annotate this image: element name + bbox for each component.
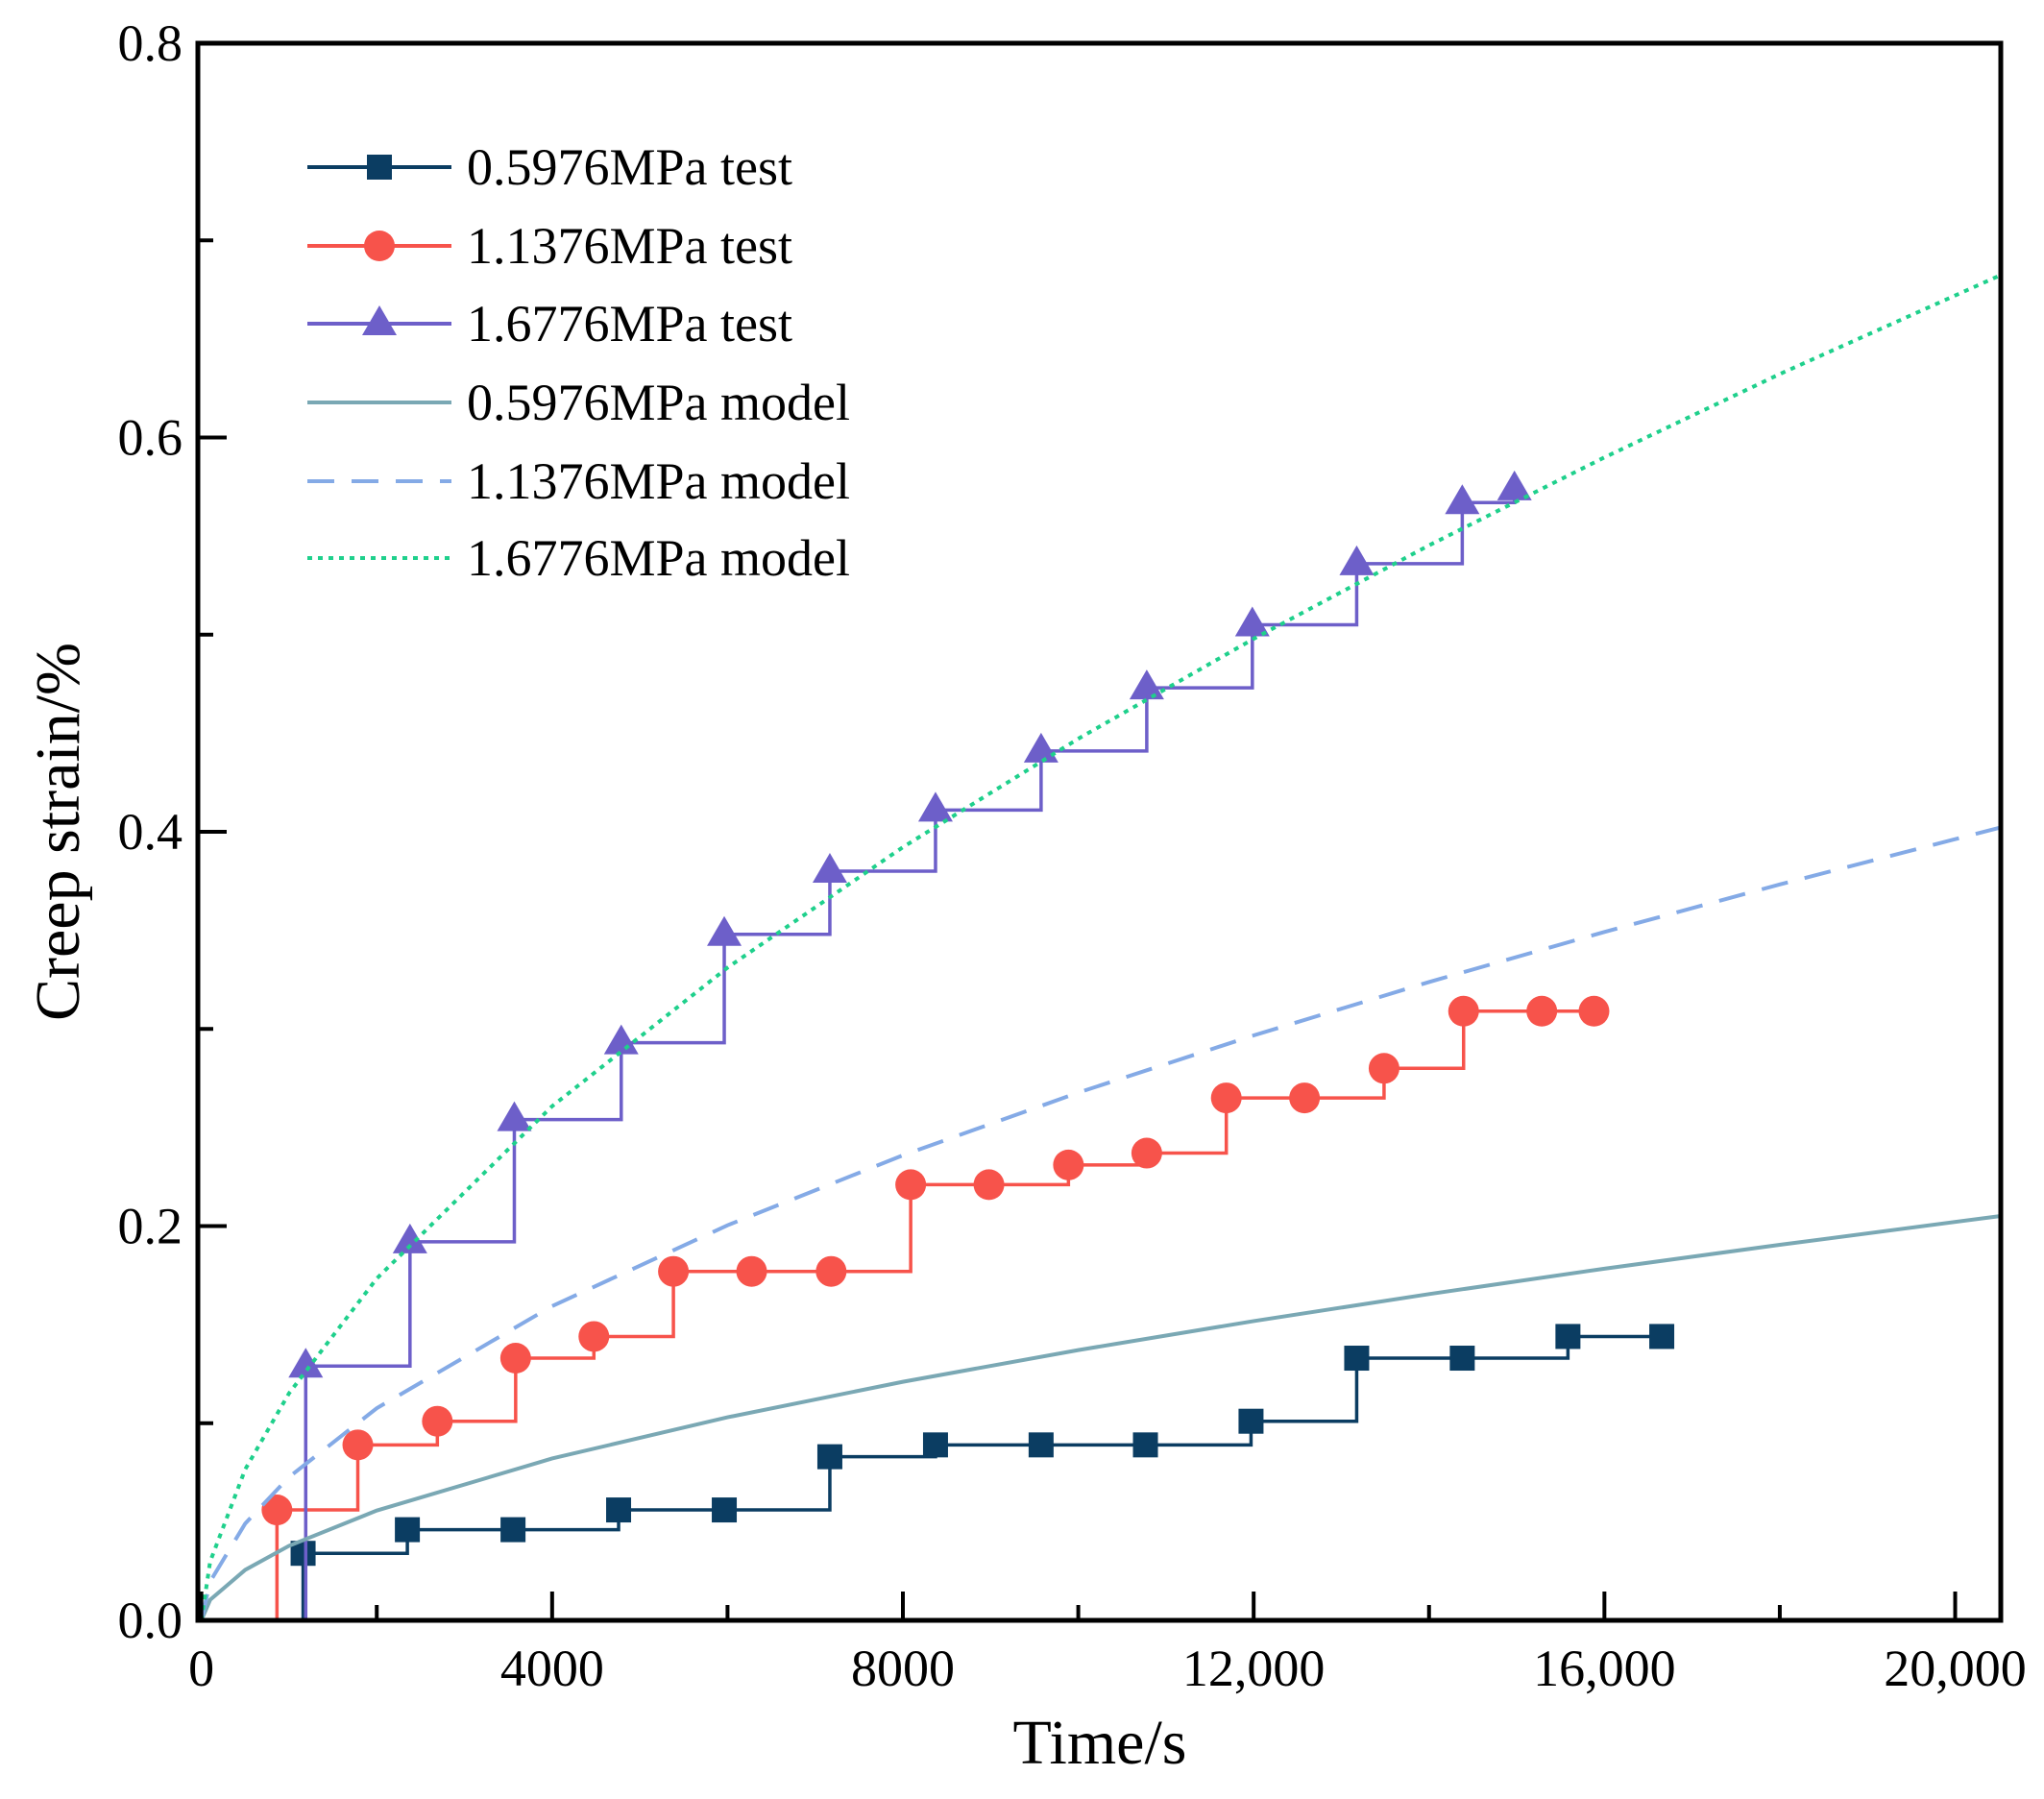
- data-point: [500, 1517, 526, 1543]
- data-point: [922, 1432, 948, 1458]
- legend-item: 1.1376MPa model: [307, 452, 850, 510]
- data-point: [342, 1429, 374, 1461]
- data-point: [712, 1497, 738, 1523]
- data-point: [658, 1255, 690, 1287]
- data-point: [895, 1169, 927, 1201]
- x-tick-label: 16,000: [1533, 1640, 1676, 1697]
- data-point: [1132, 1432, 1158, 1458]
- legend: 0.5976MPa test 1.1376MPa test 1.6776MPa te…: [307, 138, 850, 587]
- series-0-5976mpa-model: [199, 1214, 2000, 1621]
- data-point: [1339, 545, 1375, 575]
- y-tick-label: 0.8: [118, 14, 183, 72]
- data-point: [1023, 732, 1058, 763]
- test-line: [201, 1334, 1663, 1622]
- model-line: [199, 1214, 2000, 1621]
- legend-item: 1.1376MPa test: [307, 217, 792, 275]
- data-point: [1053, 1149, 1084, 1180]
- test-line: [201, 1009, 1594, 1622]
- x-tick-label: 20,000: [1884, 1640, 2027, 1697]
- ticks-layer: 0 4000 8000 12,000 16,000 20,000 0.0 0.2 0.4 0.6 0…: [118, 14, 2027, 1697]
- series-layer: [199, 274, 2000, 1622]
- legend-label: 0.5976MPa model: [467, 374, 850, 431]
- data-point: [1028, 1432, 1054, 1458]
- legend-label: 1.6776MPa model: [467, 529, 850, 587]
- data-point: [707, 915, 742, 946]
- legend-label: 1.1376MPa model: [467, 452, 850, 510]
- data-point: [497, 1101, 532, 1131]
- model-line: [199, 274, 2000, 1621]
- data-point: [1555, 1324, 1581, 1349]
- legend-marker: [367, 155, 392, 180]
- test-line: [201, 488, 1517, 1622]
- series-1-1376mpa-test: [201, 995, 1610, 1622]
- legend-label: 0.5976MPa test: [467, 138, 792, 196]
- data-point: [973, 1169, 1005, 1201]
- data-point: [606, 1497, 632, 1523]
- legend-item: 1.6776MPa test: [307, 295, 792, 353]
- y-tick-label: 0.6: [118, 409, 183, 467]
- y-tick-label: 0.4: [118, 803, 183, 861]
- data-point: [1448, 995, 1479, 1027]
- data-point: [1445, 484, 1480, 515]
- legend-label: 1.6776MPa test: [467, 295, 792, 353]
- data-point: [816, 1444, 842, 1470]
- y-tick-label: 0.0: [118, 1592, 183, 1649]
- data-point: [395, 1517, 421, 1543]
- data-point: [603, 1024, 639, 1055]
- data-point: [499, 1343, 531, 1374]
- legend-marker: [364, 231, 395, 261]
- data-point: [1129, 669, 1164, 700]
- x-tick-label: 8000: [851, 1640, 955, 1697]
- series-1-6776mpa-model: [199, 274, 2000, 1621]
- data-point: [1234, 606, 1270, 637]
- data-point: [1210, 1082, 1242, 1114]
- y-axis-title: Creep strain/%: [23, 643, 93, 1021]
- legend-marker: [362, 305, 397, 335]
- data-point: [392, 1223, 427, 1253]
- x-tick-label: 0: [188, 1640, 214, 1697]
- legend-item: 0.5976MPa test: [307, 138, 792, 196]
- y-tick-label: 0.2: [118, 1198, 183, 1255]
- data-point: [1289, 1082, 1321, 1114]
- data-point: [1344, 1346, 1370, 1372]
- data-point: [736, 1255, 767, 1287]
- data-point: [1578, 995, 1610, 1027]
- plot-frame: [195, 40, 2004, 1623]
- data-point: [288, 1348, 324, 1378]
- data-point: [1526, 995, 1558, 1027]
- data-point: [812, 853, 847, 884]
- data-point: [261, 1495, 293, 1526]
- data-point: [1368, 1053, 1399, 1084]
- data-point: [815, 1255, 847, 1287]
- series-0-5976mpa-test: [201, 1324, 1675, 1622]
- x-axis-title: Time/s: [1013, 1708, 1187, 1778]
- legend-label: 1.1376MPa test: [467, 217, 792, 275]
- x-tick-label: 4000: [500, 1640, 604, 1697]
- data-point: [1131, 1137, 1162, 1169]
- data-point: [422, 1405, 453, 1437]
- data-point: [1496, 470, 1532, 500]
- legend-item: 1.6776MPa model: [307, 529, 850, 587]
- series-1-1376mpa-model: [199, 825, 2000, 1621]
- model-line: [199, 825, 2000, 1621]
- legend-item: 0.5976MPa model: [307, 374, 850, 431]
- x-tick-label: 12,000: [1182, 1640, 1326, 1697]
- data-point: [1238, 1408, 1264, 1434]
- data-point: [578, 1321, 610, 1352]
- data-point: [917, 791, 953, 822]
- data-point: [1449, 1346, 1475, 1372]
- data-point: [1649, 1324, 1675, 1349]
- series-1-6776mpa-test: [201, 470, 1532, 1622]
